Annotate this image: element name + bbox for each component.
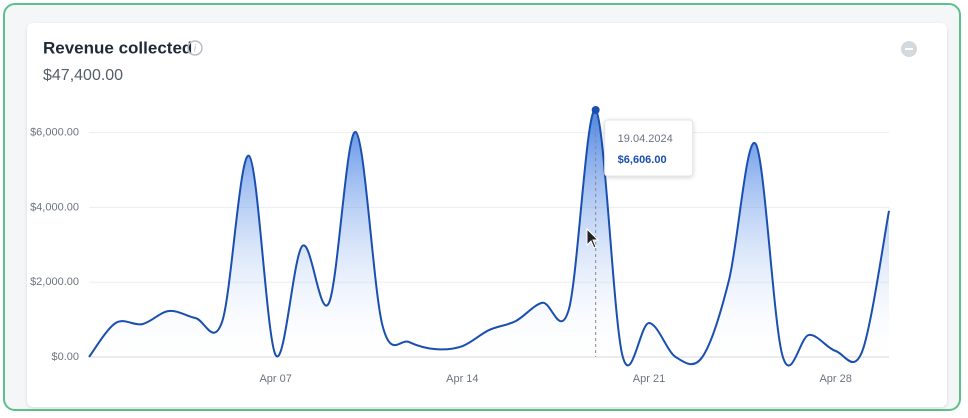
y-tick-label: $0.00 xyxy=(51,351,79,363)
y-tick-label: $4,000.00 xyxy=(30,201,79,213)
tooltip-date: 19.04.2024 xyxy=(618,133,673,145)
card: Revenue collected i $47,400.00 $0.00 $2,0… xyxy=(27,23,947,407)
tooltip: 19.04.2024 $6,606.00 xyxy=(604,119,694,177)
collapse-button[interactable] xyxy=(901,41,917,57)
total-value: $47,400.00 xyxy=(43,67,123,84)
frame: Revenue collected i $47,400.00 $0.00 $2,0… xyxy=(3,3,961,411)
chart: Revenue collected i $47,400.00 $0.00 $2,0… xyxy=(30,38,917,385)
svg-text:i: i xyxy=(194,44,197,55)
x-tick-label: Apr 14 xyxy=(446,373,478,385)
y-tick-label: $2,000.00 xyxy=(30,276,79,288)
x-tick-label: Apr 28 xyxy=(819,373,851,385)
area-fill xyxy=(89,109,889,366)
info-icon[interactable]: i xyxy=(187,40,203,56)
cursor xyxy=(586,227,600,249)
card-title: Revenue collected xyxy=(43,38,192,57)
tooltip-box xyxy=(604,119,694,177)
hover-point xyxy=(591,106,600,114)
line xyxy=(88,108,890,367)
x-tick-label: Apr 07 xyxy=(259,373,291,385)
tooltip-value: $6,606.00 xyxy=(618,154,667,166)
x-tick-label: Apr 21 xyxy=(633,373,665,385)
y-tick-label: $6,000.00 xyxy=(30,127,79,139)
